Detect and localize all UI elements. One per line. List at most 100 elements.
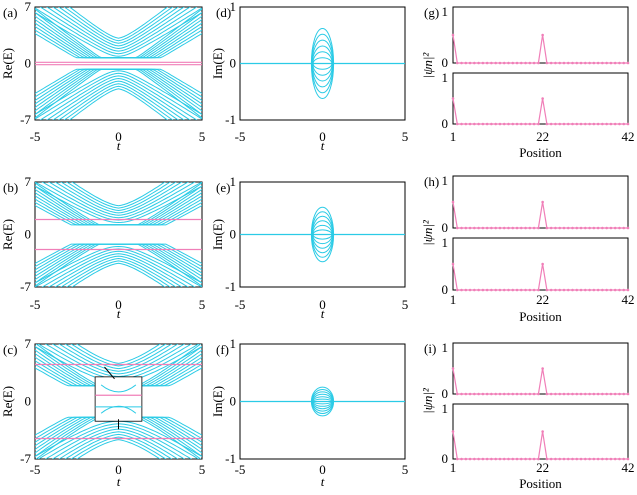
xtick-label: 42 xyxy=(622,292,635,307)
band-line xyxy=(68,7,169,39)
wavefunction-point xyxy=(545,61,549,65)
xtick-label: 0 xyxy=(115,297,122,312)
band-line xyxy=(65,260,172,287)
wavefunction-point xyxy=(532,122,536,126)
wavefunction-point xyxy=(596,61,600,65)
panel-label: (e) xyxy=(216,180,230,195)
wavefunction-point xyxy=(537,61,540,65)
ytick-label: 7 xyxy=(25,336,32,351)
subplot-frame xyxy=(452,175,629,229)
wavefunction-line xyxy=(452,263,628,291)
panel-label: (d) xyxy=(216,5,231,20)
wavefunction-point xyxy=(473,392,476,396)
subplot-frame xyxy=(452,6,629,64)
wavefunction-point xyxy=(481,457,485,461)
band-line xyxy=(35,243,202,287)
wavefunction-point xyxy=(519,392,523,396)
wavefunction-point xyxy=(618,288,621,292)
wavefunction-point xyxy=(464,457,468,461)
wavefunction-point xyxy=(545,288,549,292)
wavefunction-point xyxy=(498,122,502,126)
ytick-label: 1 xyxy=(230,336,237,351)
wavefunction-point xyxy=(566,392,570,396)
wavefunction-point xyxy=(609,61,613,65)
wavefunction-point xyxy=(537,122,540,126)
wavefunction-point xyxy=(464,288,468,292)
xtick-label: 22 xyxy=(536,460,549,475)
wavefunction-point xyxy=(528,61,532,65)
wavefunction-point xyxy=(477,288,480,292)
wavefunction-point xyxy=(545,122,549,126)
wavefunction-point xyxy=(609,457,613,461)
wavefunction-point xyxy=(519,122,523,126)
wavefunction-point xyxy=(596,457,600,461)
wavefunction-point xyxy=(451,430,455,433)
ytick-label: 0 xyxy=(442,116,449,131)
wavefunction-point xyxy=(473,288,476,292)
wavefunction-point xyxy=(558,457,562,461)
wavefunction-point xyxy=(626,226,630,230)
wavefunction-point xyxy=(460,457,463,461)
wavefunction-point xyxy=(579,122,583,126)
wavefunction-point xyxy=(477,226,480,230)
wavefunction-point xyxy=(528,122,532,126)
wavefunction-point xyxy=(571,122,574,126)
ytick-label: 1 xyxy=(442,4,449,19)
wavefunction-point xyxy=(507,288,510,292)
ytick-label: 1 xyxy=(230,0,237,14)
ytick-label: 0 xyxy=(25,227,32,242)
band-line xyxy=(70,344,167,367)
wavefunction-point xyxy=(584,288,587,292)
wavefunction-point xyxy=(507,61,510,65)
wavefunction-point xyxy=(605,61,608,65)
wavefunction-point xyxy=(613,226,617,230)
panel-label: (c) xyxy=(3,342,17,357)
wavefunction-point xyxy=(490,288,493,292)
wavefunction-point xyxy=(485,392,489,396)
wavefunction-point xyxy=(460,226,463,230)
imag-loop xyxy=(310,28,335,99)
panel-f: -1 0 1 -5 0 5 Im(E) t (f) xyxy=(210,336,408,489)
wavefunction-point xyxy=(575,122,579,126)
wavefunction-point xyxy=(562,122,566,126)
ylabel: |ψn|² xyxy=(420,387,435,414)
wavefunction-point xyxy=(498,61,502,65)
wavefunction-point xyxy=(571,61,574,65)
xlabel: t xyxy=(117,306,121,321)
wavefunction-point xyxy=(490,392,493,396)
xtick-label: 22 xyxy=(536,129,549,144)
wavefunction-point xyxy=(515,226,519,230)
xtick-label: 42 xyxy=(622,129,635,144)
panel-c-frame xyxy=(34,343,203,460)
wavefunction-point xyxy=(490,61,493,65)
inset-curve xyxy=(100,384,137,393)
ytick-label: 0 xyxy=(442,451,449,466)
wavefunction-point xyxy=(588,122,591,126)
band-line xyxy=(64,433,173,459)
wavefunction-point xyxy=(528,288,532,292)
wavefunction-point xyxy=(537,288,540,292)
xtick-label: 0 xyxy=(115,462,122,477)
wavefunction-point xyxy=(566,122,570,126)
wavefunction-point xyxy=(596,122,600,126)
band-line xyxy=(48,253,189,287)
xtick-label: 1 xyxy=(450,460,457,475)
wavefunction-point xyxy=(554,122,557,126)
wavefunction-point xyxy=(455,122,459,126)
wavefunction-point xyxy=(519,457,523,461)
wavefunction-point xyxy=(626,392,630,396)
wavefunction-point xyxy=(613,288,617,292)
band-line xyxy=(54,255,183,287)
ytick-label: 7 xyxy=(25,174,32,189)
wavefunction-point xyxy=(524,457,527,461)
wavefunction-point xyxy=(579,226,583,230)
ytick-label: 1 xyxy=(442,340,449,355)
wavefunction-point xyxy=(592,392,596,396)
wavefunction-point xyxy=(502,392,506,396)
wavefunction-point xyxy=(537,457,540,461)
wavefunction-point xyxy=(596,226,600,230)
band-line xyxy=(63,7,174,42)
wavefunction-point xyxy=(468,61,472,65)
